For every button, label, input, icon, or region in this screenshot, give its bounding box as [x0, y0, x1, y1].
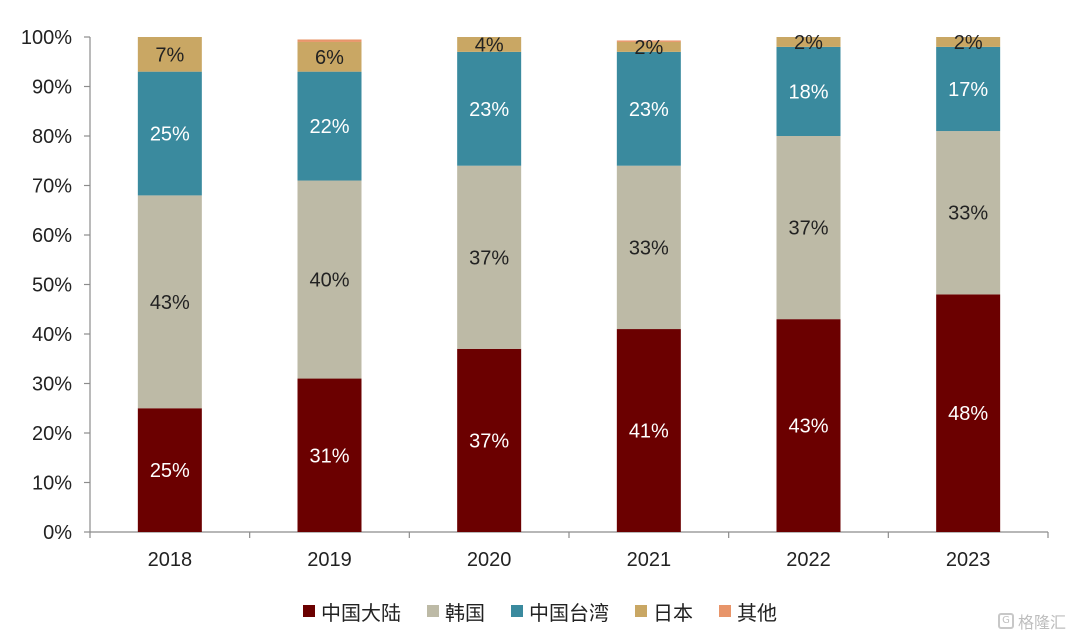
legend-item: 其他 [719, 597, 777, 626]
bar-segment [297, 39, 362, 42]
bar-segment [137, 195, 202, 409]
bar-segment [137, 408, 202, 532]
legend-label: 中国台湾 [529, 600, 609, 625]
y-axis: 0% 10% 20% 30% 40% 50% 60% 70% 80% 90% 100% [21, 27, 91, 544]
bar-segment [297, 180, 362, 379]
y-tick-label: 50% [32, 275, 72, 297]
bar-segment [616, 40, 681, 42]
data-label: 22% [309, 116, 349, 138]
data-label: 2% [794, 32, 823, 54]
bar-segment [776, 319, 841, 532]
data-label: 25% [150, 124, 190, 146]
legend-item: 中国台湾 [511, 597, 609, 626]
bar-segment [457, 37, 522, 52]
data-label: 41% [629, 421, 669, 443]
data-label: 6% [315, 47, 344, 69]
legend-label: 其他 [737, 600, 777, 625]
data-label: 17% [948, 79, 988, 101]
legend-swatch [511, 605, 523, 617]
watermark-text: 格隆汇 [1017, 613, 1066, 632]
legend-label: 日本 [653, 600, 693, 625]
x-tick-label: 2020 [467, 549, 512, 571]
data-label: 40% [309, 270, 349, 292]
bar-segment [616, 41, 681, 52]
bar-segment [936, 294, 1001, 532]
data-labels: 25% 43% 25% 7% 31% 40% 22% 6% 37% 37% 23% 4% 41% 33% 2… [150, 32, 989, 482]
y-tick-label: 80% [32, 126, 72, 148]
data-label: 2% [954, 32, 983, 54]
legend-swatch [635, 605, 647, 617]
y-tick-label: 30% [32, 374, 72, 396]
bar-segment [457, 165, 522, 349]
legend-item: 中国大陆 [303, 597, 401, 626]
bar-segment [936, 37, 1001, 47]
data-label: 33% [629, 237, 669, 259]
bar-segment [297, 378, 362, 532]
bar-segment [297, 41, 362, 72]
y-tick-label: 60% [32, 225, 72, 247]
bar-series [137, 37, 1001, 532]
bar-segment [457, 348, 522, 532]
watermark-logo-icon: G [997, 613, 1014, 629]
data-label: 37% [469, 247, 509, 269]
bar-segment [137, 37, 202, 72]
bar-segment [616, 329, 681, 532]
x-tick-label: 2023 [946, 549, 991, 571]
bar-segment [776, 37, 841, 47]
data-label: 4% [475, 34, 504, 56]
bar-segment [297, 71, 362, 181]
y-tick-label: 0% [43, 522, 72, 544]
x-tick-label: 2019 [307, 549, 352, 571]
watermark: G 格隆汇 [997, 609, 1066, 633]
legend-label: 中国大陆 [321, 600, 401, 625]
stacked-bar-chart: 0%10%20%30%40%50%60%70%80%90%100% 2018 20… [21, 27, 1049, 571]
bar-segment [137, 71, 202, 196]
bar-segment [776, 46, 841, 136]
data-label: 23% [629, 99, 669, 121]
bar-segment [457, 51, 522, 166]
y-tick-label: 70% [32, 176, 72, 198]
data-label: 43% [150, 292, 190, 314]
data-label: 25% [150, 460, 190, 482]
x-axis: 2018 2019 2020 2021 2022 2023 [89, 531, 1049, 571]
y-tick-label: 90% [32, 77, 72, 99]
bar-segment [616, 165, 681, 330]
y-tick-label: 100% [21, 27, 72, 49]
data-label: 33% [948, 203, 988, 225]
data-label: 2% [634, 37, 663, 59]
legend-swatch [427, 605, 439, 617]
y-tick-label: 40% [32, 324, 72, 346]
y-tick-label: 10% [32, 473, 72, 495]
data-label: 7% [155, 44, 184, 66]
data-label: 23% [469, 99, 509, 121]
data-label: 18% [788, 81, 828, 103]
x-tick-label: 2022 [786, 549, 831, 571]
legend-label: 韩国 [445, 600, 485, 625]
legend-item: 日本 [635, 597, 693, 626]
data-label: 48% [948, 403, 988, 425]
x-tick-label: 2018 [148, 549, 193, 571]
y-tick-label: 20% [32, 423, 72, 445]
bar-segment [616, 51, 681, 166]
data-label: 37% [788, 218, 828, 240]
legend: 中国大陆 韩国 中国台湾 日本 其他 [0, 596, 1080, 626]
bar-segment [936, 46, 1001, 132]
legend-swatch [719, 605, 731, 617]
x-tick-label: 2021 [627, 549, 672, 571]
legend-swatch [303, 605, 315, 617]
legend-item: 韩国 [427, 597, 485, 626]
data-label: 31% [309, 445, 349, 467]
bar-segment [936, 131, 1001, 295]
data-label: 43% [788, 416, 828, 438]
bar-segment [776, 136, 841, 320]
data-label: 37% [469, 430, 509, 452]
